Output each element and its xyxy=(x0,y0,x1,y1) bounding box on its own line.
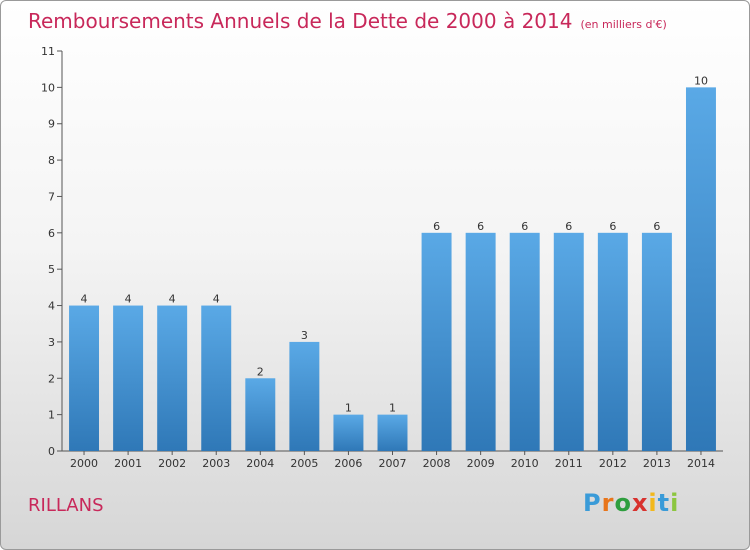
bar-value-label: 10 xyxy=(694,74,708,87)
bar xyxy=(245,378,276,451)
x-tick-label: 2002 xyxy=(158,457,186,470)
x-tick-label: 2009 xyxy=(467,457,495,470)
x-tick-label: 2004 xyxy=(246,457,274,470)
commune-name: RILLANS xyxy=(28,495,104,516)
x-tick-label: 2012 xyxy=(599,457,627,470)
bar-value-label: 1 xyxy=(345,402,352,415)
bar xyxy=(377,414,408,451)
logo-letter: t xyxy=(657,489,671,517)
bar-value-label: 4 xyxy=(125,293,132,306)
bar-value-label: 6 xyxy=(477,220,484,233)
bar-value-label: 4 xyxy=(81,293,88,306)
x-tick-label: 2003 xyxy=(202,457,230,470)
bar-value-label: 6 xyxy=(653,220,660,233)
x-tick-label: 2014 xyxy=(687,457,715,470)
y-tick-label: 2 xyxy=(48,372,55,385)
logo-letter: P xyxy=(583,489,602,517)
bar-value-label: 4 xyxy=(169,293,176,306)
logo-letter: i xyxy=(648,489,658,517)
bar xyxy=(289,341,320,451)
bar xyxy=(69,305,100,451)
y-tick-label: 9 xyxy=(48,118,55,131)
y-tick-label: 6 xyxy=(48,227,55,240)
x-tick-label: 2011 xyxy=(555,457,583,470)
x-tick-label: 2008 xyxy=(423,457,451,470)
y-tick-label: 8 xyxy=(48,154,55,167)
y-tick-label: 7 xyxy=(48,190,55,203)
bar xyxy=(333,414,364,451)
bar-value-label: 6 xyxy=(565,220,572,233)
logo-letter: o xyxy=(614,489,632,517)
y-tick-label: 5 xyxy=(48,263,55,276)
y-tick-label: 4 xyxy=(48,300,55,313)
x-tick-label: 2005 xyxy=(290,457,318,470)
bar-value-label: 3 xyxy=(301,329,308,342)
bar-value-label: 6 xyxy=(609,220,616,233)
y-tick-label: 10 xyxy=(41,81,55,94)
bar-value-label: 6 xyxy=(521,220,528,233)
x-tick-label: 2007 xyxy=(379,457,407,470)
logo-letter: x xyxy=(631,489,649,517)
x-tick-label: 2010 xyxy=(511,457,539,470)
y-tick-label: 1 xyxy=(48,409,55,422)
logo-letter: r xyxy=(601,489,615,517)
proxiti-logo: Proxiti xyxy=(583,489,679,517)
y-tick-label: 0 xyxy=(48,445,55,458)
bar-value-label: 4 xyxy=(213,293,220,306)
x-tick-label: 2006 xyxy=(334,457,362,470)
bar xyxy=(685,87,716,451)
y-tick-label: 11 xyxy=(41,45,55,58)
chart-title-block: Remboursements Annuels de la Dette de 20… xyxy=(28,9,667,33)
bar xyxy=(553,232,584,451)
chart-unit: (en milliers d'€) xyxy=(580,18,667,31)
bar-value-label: 1 xyxy=(389,402,396,415)
bar-value-label: 6 xyxy=(433,220,440,233)
bar xyxy=(157,305,188,451)
x-tick-label: 2001 xyxy=(114,457,142,470)
y-tick-label: 3 xyxy=(48,336,55,349)
bar xyxy=(201,305,232,451)
bar xyxy=(113,305,144,451)
x-tick-label: 2013 xyxy=(643,457,671,470)
logo-letter: i xyxy=(670,489,680,517)
bar xyxy=(465,232,496,451)
x-tick-label: 2000 xyxy=(70,457,98,470)
bar xyxy=(509,232,540,451)
bar-value-label: 2 xyxy=(257,365,264,378)
bar xyxy=(421,232,452,451)
bar xyxy=(597,232,628,451)
chart-title: Remboursements Annuels de la Dette de 20… xyxy=(28,9,573,33)
bar xyxy=(641,232,672,451)
